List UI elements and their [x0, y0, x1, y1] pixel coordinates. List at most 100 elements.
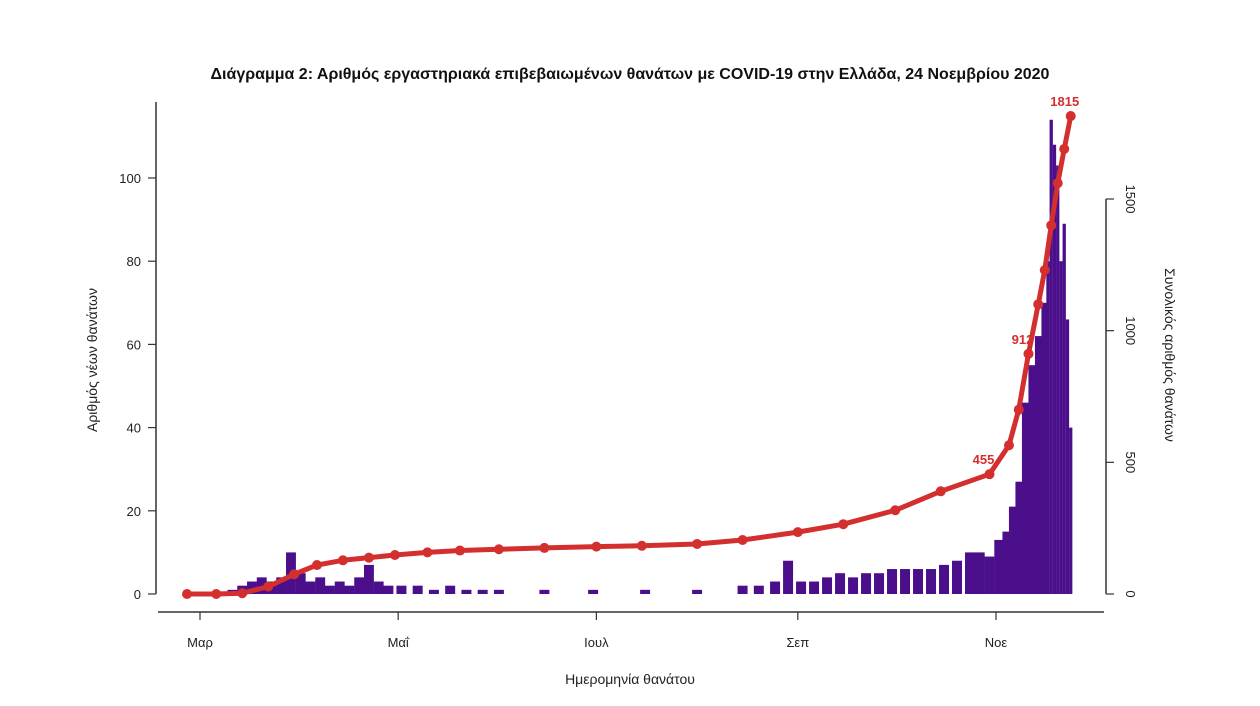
- daily-deaths-bar: [753, 585, 764, 594]
- daily-deaths-bar: [770, 581, 781, 594]
- cumulative-point: [454, 545, 465, 556]
- daily-deaths-bar: [1059, 261, 1063, 594]
- daily-deaths-bar: [1015, 481, 1023, 594]
- x-tick-label: Μαΐ: [388, 635, 410, 650]
- cumulative-point: [493, 544, 504, 555]
- cumulative-point: [1003, 440, 1014, 451]
- daily-deaths-bar: [1008, 506, 1016, 594]
- daily-deaths-bar: [848, 577, 859, 594]
- cumulative-point: [1023, 348, 1034, 359]
- daily-deaths-bar: [539, 589, 550, 594]
- y-axis-left: 0 20 40 60 80 100: [119, 102, 157, 602]
- daily-deaths-bar: [1065, 319, 1070, 594]
- daily-deaths-bar: [835, 573, 846, 594]
- daily-deaths-bar: [1069, 427, 1073, 594]
- daily-deaths-bar: [315, 577, 326, 594]
- daily-deaths-bar: [796, 581, 807, 594]
- cumulative-line: [184, 113, 1074, 597]
- daily-deaths-bar: [445, 585, 456, 594]
- cumulative-point: [1065, 111, 1076, 122]
- cumulative-point: [389, 550, 400, 561]
- daily-deaths-bar: [913, 569, 924, 594]
- cumulative-point: [692, 538, 703, 549]
- cumulative-point: [422, 547, 433, 558]
- daily-deaths-bar: [588, 589, 599, 594]
- y-axis-right: 0 500 1000 1500: [1105, 185, 1138, 598]
- cumulative-point: [737, 535, 748, 546]
- cumulative-point: [211, 589, 222, 599]
- y2-tick-label: 0: [1123, 590, 1138, 597]
- y-tick-label: 0: [134, 587, 141, 602]
- cumulative-point: [182, 589, 193, 599]
- daily-deaths-bar: [640, 589, 651, 594]
- cumulative-point: [792, 527, 803, 538]
- daily-deaths-bar: [1028, 365, 1036, 594]
- milestone-label: 912: [1012, 332, 1034, 347]
- cumulative-point: [890, 505, 901, 516]
- daily-deaths-bar: [1046, 261, 1050, 594]
- y2-tick-label: 1000: [1123, 316, 1138, 345]
- y-tick-label: 100: [119, 171, 141, 186]
- y-tick-label: 80: [127, 254, 141, 269]
- cumulative-point: [1039, 265, 1050, 276]
- y2-tick-label: 500: [1123, 451, 1138, 473]
- cumulative-point: [935, 486, 946, 497]
- daily-deaths-bar: [1034, 336, 1042, 594]
- cumulative-point: [591, 541, 602, 552]
- daily-deaths-bar: [1056, 165, 1060, 594]
- daily-deaths-bar: [412, 585, 423, 594]
- daily-deaths-bar: [783, 560, 794, 594]
- daily-deaths-bar: [939, 564, 950, 594]
- y-tick-label: 40: [127, 421, 141, 436]
- cumulative-point: [1013, 404, 1024, 415]
- daily-deaths-bar: [493, 589, 504, 594]
- cumulative-point: [1052, 178, 1063, 189]
- daily-deaths-bar: [305, 581, 316, 594]
- daily-deaths-bar: [276, 577, 287, 594]
- x-axis-label: Ημερομηνία θανάτου: [565, 671, 695, 687]
- chart-title: Διάγραμμα 2: Αριθμός εργαστηριακά επιβεβ…: [211, 66, 1050, 83]
- cumulative-point: [237, 588, 248, 599]
- x-tick-label: Μαρ: [187, 635, 213, 650]
- daily-deaths-bar: [396, 585, 407, 594]
- cumulative-point: [311, 560, 322, 571]
- daily-deaths-bar: [383, 585, 394, 594]
- daily-deaths-bar: [325, 585, 335, 594]
- cumulative-point: [1059, 143, 1070, 154]
- x-tick-label: Νοε: [985, 635, 1008, 650]
- daily-deaths-bar: [887, 569, 898, 594]
- daily-deaths-bar: [344, 585, 355, 594]
- daily-deaths-bar: [1002, 531, 1010, 594]
- milestone-label: 1815: [1050, 94, 1079, 109]
- daily-deaths-bar: [1062, 223, 1066, 594]
- daily-deaths-bar: [1041, 302, 1049, 594]
- milestone-label: 455: [973, 452, 995, 467]
- daily-deaths-bar: [965, 552, 976, 594]
- daily-deaths-bar: [428, 589, 439, 594]
- daily-deaths-bar: [900, 569, 911, 594]
- cumulative-point: [636, 540, 647, 551]
- cumulative-point: [289, 569, 300, 580]
- daily-deaths-bar: [1049, 119, 1053, 594]
- daily-deaths-bar: [1021, 402, 1029, 594]
- cumulative-point: [263, 581, 274, 592]
- daily-deaths-bar: [861, 573, 872, 594]
- daily-deaths-bar: [822, 577, 833, 594]
- daily-deaths-bar: [373, 581, 384, 594]
- x-tick-label: Σεπ: [786, 635, 809, 650]
- daily-deaths-bar: [874, 573, 885, 594]
- daily-deaths-bar: [926, 569, 937, 594]
- daily-deaths-bar: [809, 581, 820, 594]
- cumulative-point: [1033, 299, 1044, 310]
- x-tick-label: Ιουλ: [584, 635, 609, 650]
- y-tick-label: 60: [127, 337, 141, 352]
- cumulative-line-series: [182, 111, 1076, 599]
- daily-deaths-bar: [477, 589, 488, 594]
- y-tick-label: 20: [127, 504, 141, 519]
- cumulative-point: [1046, 220, 1057, 231]
- daily-deaths-bar: [952, 560, 963, 594]
- bar-series: [227, 119, 1073, 594]
- daily-deaths-bar: [354, 577, 365, 594]
- cumulative-point: [984, 469, 995, 480]
